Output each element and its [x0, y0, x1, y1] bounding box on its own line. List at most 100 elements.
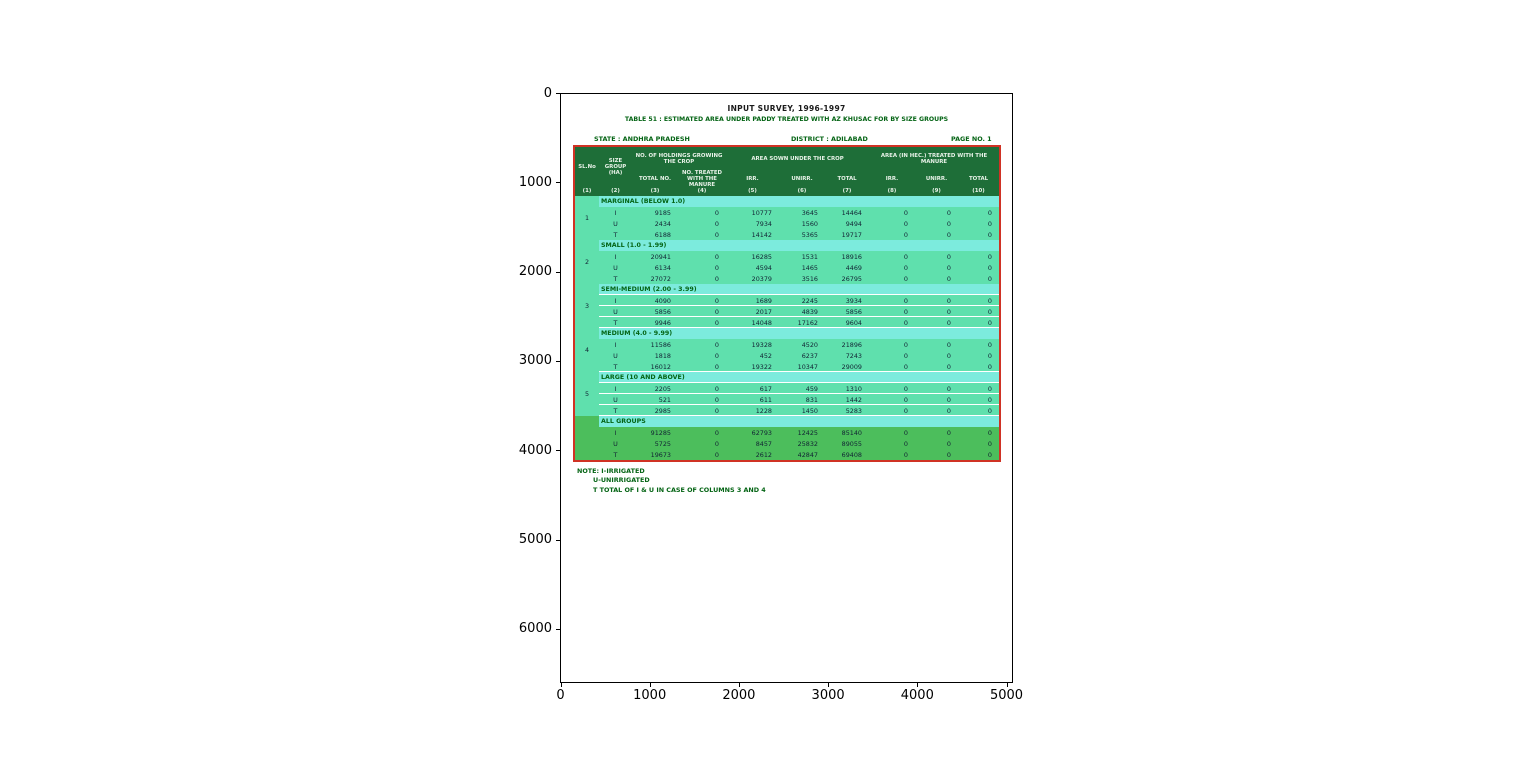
- cell-value: 4520: [801, 340, 818, 349]
- sl-number: 5: [584, 390, 590, 398]
- cell-value: 0: [946, 351, 951, 360]
- cell-value: 25832: [797, 439, 818, 448]
- cell-value: 0: [946, 274, 951, 283]
- cell-value: 12425: [797, 428, 818, 437]
- sub-column-label: TOTAL: [837, 175, 857, 182]
- table-row: [599, 295, 999, 306]
- table-note-line: T TOTAL OF I & U IN CASE OF COLUMNS 3 AN…: [593, 486, 766, 494]
- table-row: [599, 361, 999, 372]
- table-row: [599, 262, 999, 273]
- row-code: I: [614, 208, 617, 217]
- cell-value: 831: [805, 395, 818, 404]
- table-row: [599, 218, 999, 229]
- sub-column-label: TOTAL: [968, 175, 989, 182]
- cell-value: 0: [714, 439, 719, 448]
- sl-number: 2: [584, 258, 590, 266]
- cell-value: 0: [714, 263, 719, 272]
- y-axis-tick-label: 0: [543, 85, 552, 101]
- cell-value: 4090: [654, 296, 671, 305]
- cell-value: 8457: [755, 439, 772, 448]
- cell-value: 1310: [845, 384, 862, 393]
- cell-value: 0: [946, 406, 951, 415]
- cell-value: 0: [946, 384, 951, 393]
- x-axis-tick-label: 1000: [633, 688, 667, 703]
- cell-value: 0: [987, 274, 992, 283]
- cell-value: 2017: [755, 307, 772, 316]
- cell-value: 5365: [801, 230, 818, 239]
- cell-value: 0: [903, 406, 908, 415]
- cell-value: 0: [714, 230, 719, 239]
- table-row: [599, 394, 999, 405]
- table-row: [599, 251, 999, 262]
- cell-value: 16285: [751, 252, 772, 261]
- cell-value: 2985: [654, 406, 671, 415]
- row-code: T: [613, 318, 618, 327]
- cell-value: 9185: [654, 208, 671, 217]
- table-row: [599, 229, 999, 240]
- sl-number: [575, 416, 599, 460]
- cell-value: 0: [903, 428, 908, 437]
- group-band-label: LARGE (10 AND ABOVE): [599, 372, 999, 383]
- y-axis-tick: [556, 271, 560, 273]
- y-axis-tick: [556, 539, 560, 541]
- table-row: [599, 273, 999, 284]
- cell-value: 0: [714, 450, 719, 459]
- row-code: T: [613, 406, 618, 415]
- cell-value: 0: [987, 362, 992, 371]
- cell-value: 1465: [801, 263, 818, 272]
- cell-value: 0: [903, 219, 908, 228]
- column-number: (1): [582, 188, 592, 195]
- cell-value: 1818: [654, 351, 671, 360]
- row-code: T: [613, 450, 618, 459]
- cell-value: 85140: [841, 428, 862, 437]
- cell-value: 0: [987, 406, 992, 415]
- column-number: (6): [797, 188, 807, 195]
- y-axis-tick: [556, 450, 560, 452]
- cell-value: 3934: [845, 296, 862, 305]
- cell-value: 2612: [755, 450, 772, 459]
- cell-value: 0: [987, 351, 992, 360]
- cell-value: 0: [903, 318, 908, 327]
- cell-value: 7934: [755, 219, 772, 228]
- cell-value: 3516: [801, 274, 818, 283]
- column-group-label: AREA (IN HEC.) TREATED WITH THE MANURE: [880, 152, 988, 165]
- x-axis-tick: [738, 683, 740, 687]
- cell-value: 611: [759, 395, 772, 404]
- cell-value: 0: [946, 263, 951, 272]
- cell-value: 0: [903, 351, 908, 360]
- cell-value: 2434: [654, 219, 671, 228]
- table-row: [599, 317, 999, 328]
- cell-value: 0: [714, 252, 719, 261]
- cell-value: 5283: [845, 406, 862, 415]
- cell-value: 0: [714, 208, 719, 217]
- cell-value: 0: [714, 307, 719, 316]
- cell-value: 0: [946, 450, 951, 459]
- group-band-label: MARGINAL (BELOW 1.0): [599, 196, 999, 207]
- cell-value: 10347: [797, 362, 818, 371]
- district-label: DISTRICT : ADILABAD: [791, 135, 868, 143]
- row-code: U: [613, 219, 618, 228]
- table-header-backdrop: [575, 147, 999, 196]
- cell-value: 16012: [650, 362, 671, 371]
- sub-column-label: IRR.: [746, 175, 759, 182]
- cell-value: 0: [987, 263, 992, 272]
- cell-value: 0: [714, 274, 719, 283]
- y-axis-tick-label: 2000: [518, 264, 552, 280]
- sub-column-label: UNIRR.: [925, 175, 948, 182]
- cell-value: 0: [714, 219, 719, 228]
- cell-value: 0: [987, 384, 992, 393]
- cell-value: 10777: [751, 208, 772, 217]
- cell-value: 26795: [841, 274, 862, 283]
- row-code: U: [613, 307, 618, 316]
- sub-column-label: UNIRR.: [791, 175, 813, 182]
- cell-value: 0: [987, 450, 992, 459]
- cell-value: 42847: [797, 450, 818, 459]
- group-band-label: MEDIUM (4.0 - 9.99): [599, 328, 999, 339]
- scan-subtitle: TABLE 51 : ESTIMATED AREA UNDER PADDY TR…: [624, 116, 949, 123]
- x-axis-tick-label: 5000: [989, 688, 1024, 703]
- cell-value: 0: [903, 395, 908, 404]
- cell-value: 0: [903, 450, 908, 459]
- scan-title: INPUT SURVEY, 1996-1997: [727, 104, 846, 113]
- row-code: I: [614, 252, 617, 261]
- cell-value: 1560: [801, 219, 818, 228]
